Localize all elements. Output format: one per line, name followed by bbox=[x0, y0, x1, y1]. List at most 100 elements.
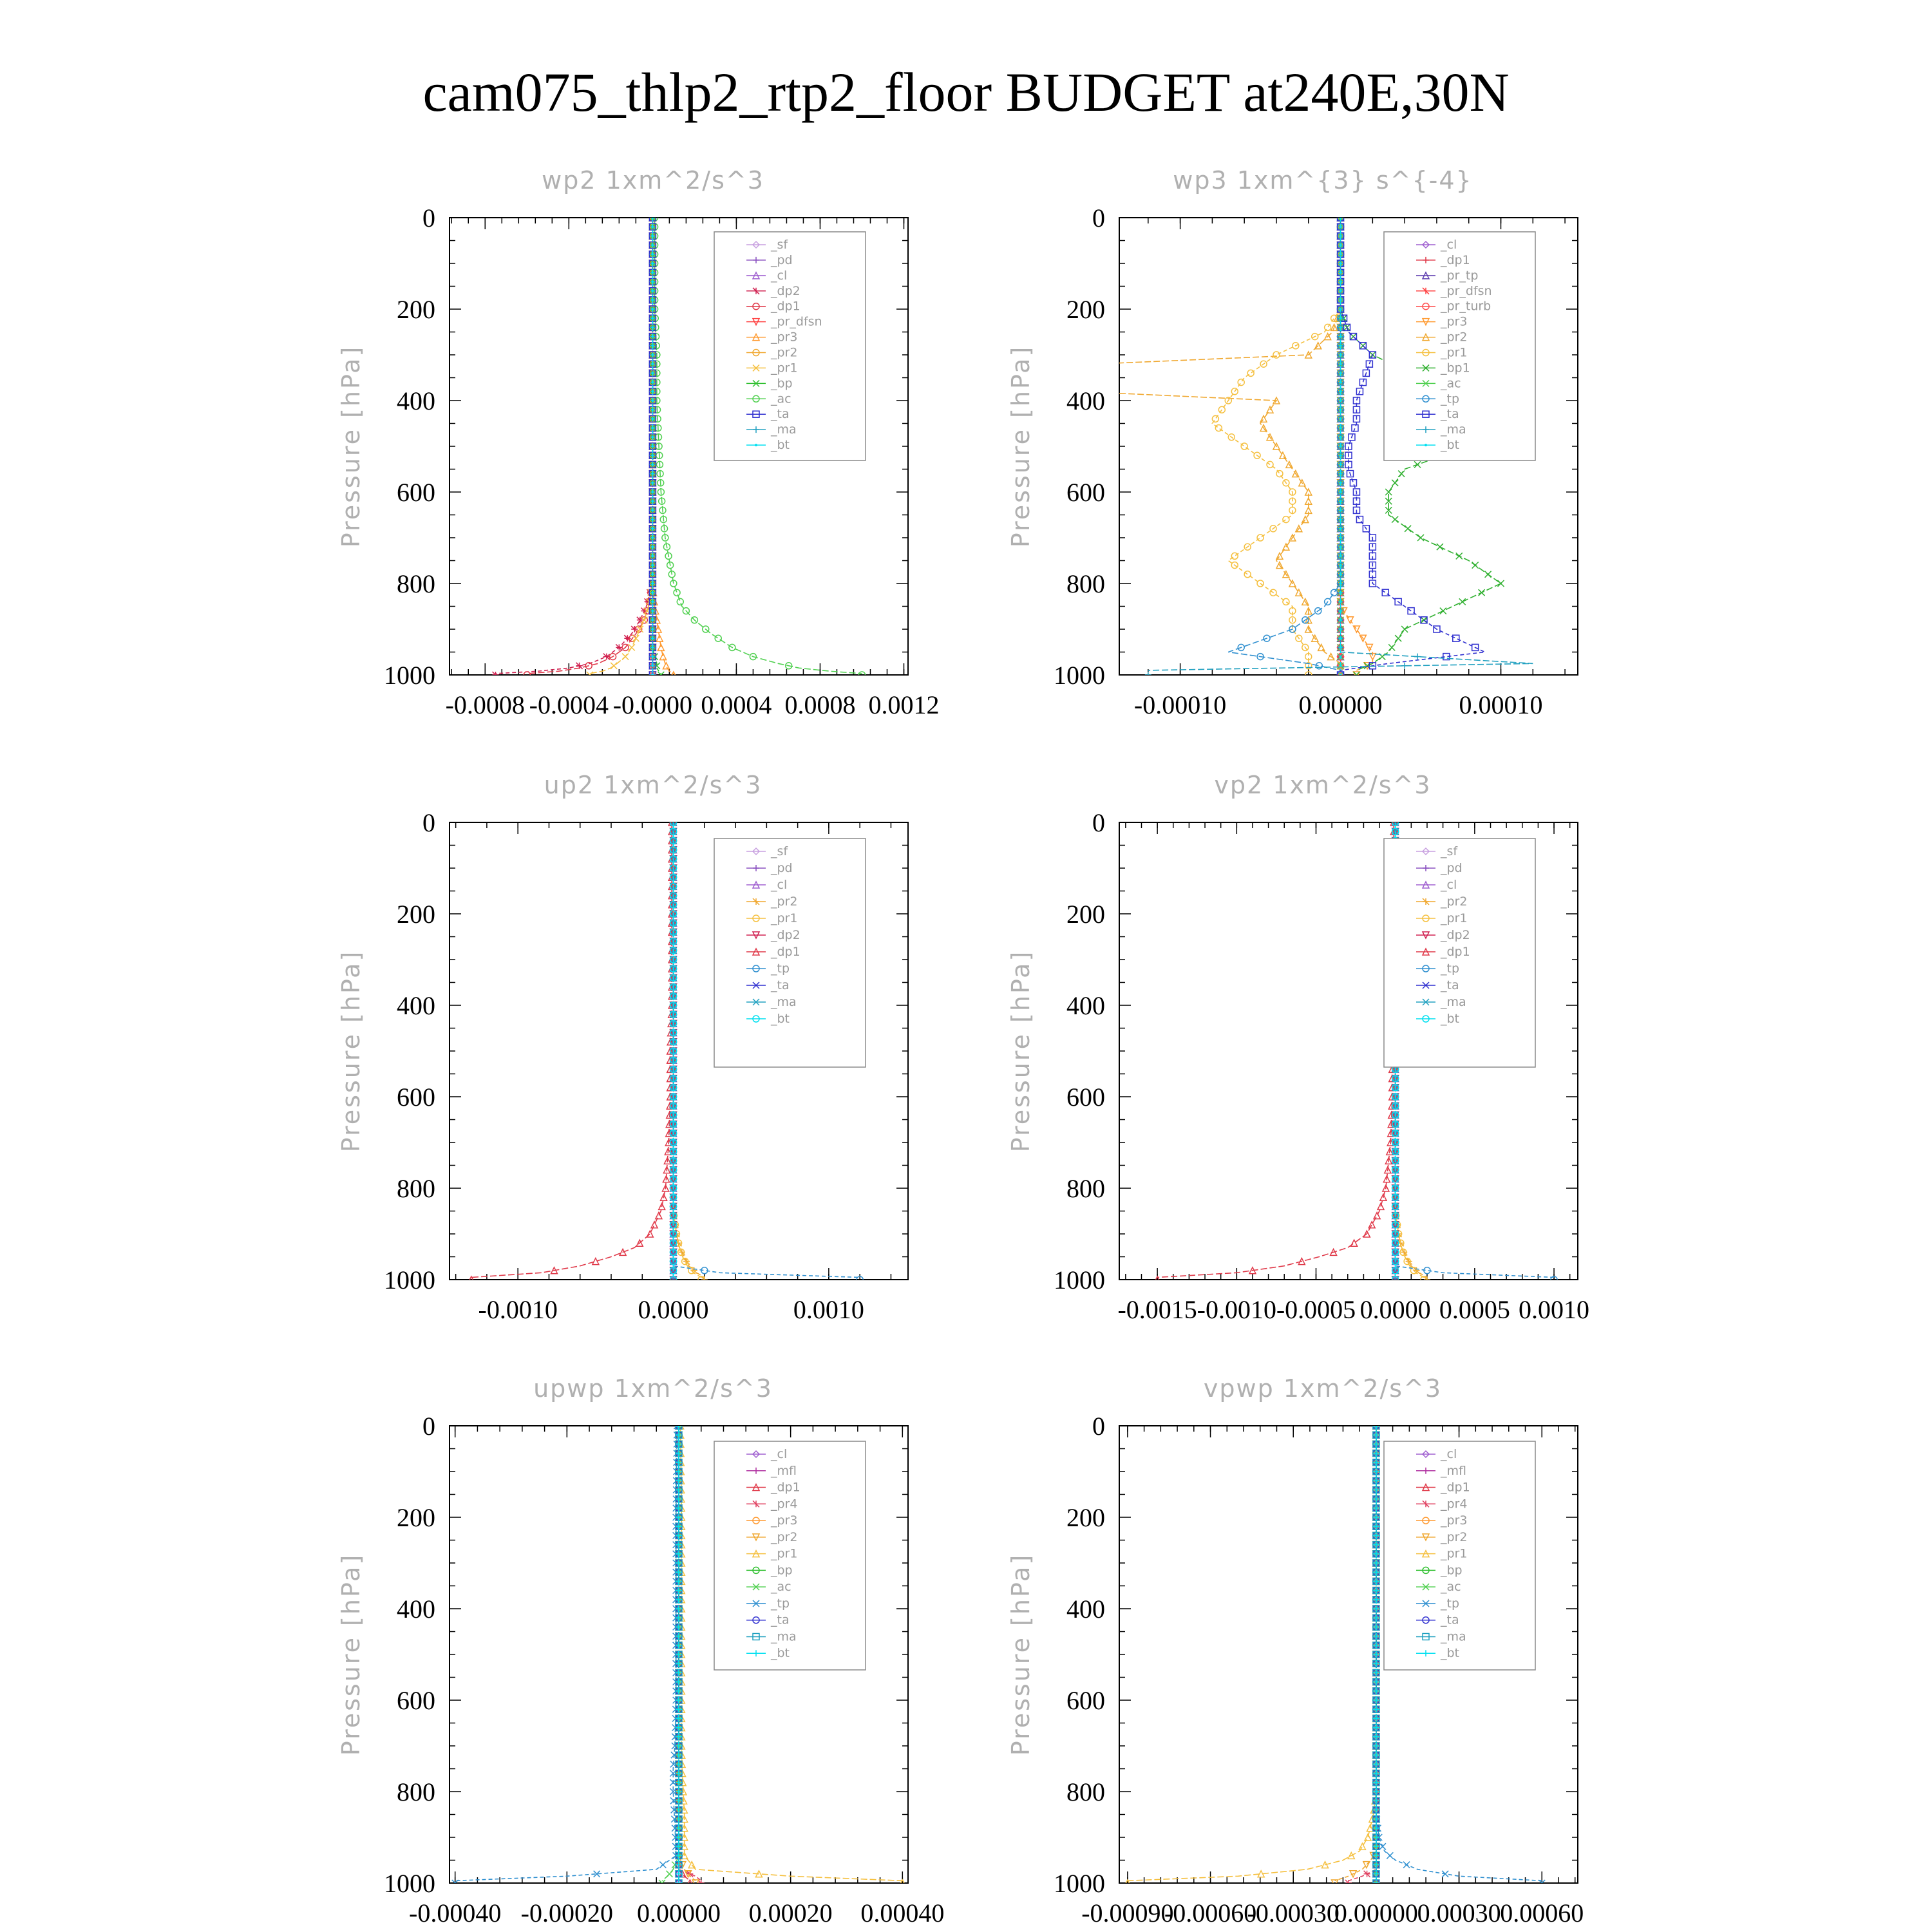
legend-entry: _sf bbox=[1416, 844, 1458, 858]
data-point-bt bbox=[1372, 1624, 1379, 1631]
data-point-pr1 bbox=[1269, 589, 1277, 596]
data-point-bt bbox=[1339, 363, 1342, 366]
data-point-pr1 bbox=[755, 1870, 763, 1878]
data-point-bt bbox=[1339, 618, 1342, 621]
data-point-dp1 bbox=[591, 1256, 600, 1265]
data-point-bt bbox=[676, 1761, 682, 1768]
data-point-ac bbox=[657, 488, 665, 496]
y-tick-label: 800 bbox=[1066, 1174, 1105, 1203]
data-point-bt bbox=[669, 901, 677, 909]
data-point-pr2 bbox=[1301, 597, 1309, 606]
data-point-bt bbox=[676, 1578, 682, 1585]
y-tick-label: 400 bbox=[1066, 1595, 1105, 1624]
legend-marker bbox=[1422, 1517, 1430, 1524]
data-point-dp1 bbox=[550, 1266, 558, 1274]
legend-entry: _ma bbox=[746, 422, 797, 437]
data-point-dp2 bbox=[615, 643, 623, 651]
legend-marker bbox=[1421, 1482, 1430, 1492]
y-axis-label: Pressure [hPa] bbox=[1007, 345, 1035, 548]
series-group bbox=[1119, 218, 1533, 675]
legend-marker bbox=[752, 1633, 760, 1641]
data-point-ta bbox=[1443, 652, 1450, 661]
legend-marker bbox=[1421, 271, 1430, 279]
legend-label: _mfl bbox=[770, 1464, 797, 1478]
data-point-tp bbox=[856, 1276, 864, 1280]
legend-marker bbox=[752, 847, 761, 856]
data-point-bt bbox=[1339, 218, 1342, 219]
legend-entry: _bt bbox=[1416, 438, 1459, 452]
data-point-dp1 bbox=[1379, 1193, 1388, 1201]
data-point-pr1 bbox=[628, 643, 636, 651]
data-point-tp bbox=[1302, 616, 1309, 624]
data-point-pr2 bbox=[1272, 442, 1281, 450]
data-point-bt bbox=[676, 1697, 682, 1703]
series-line-pr1 bbox=[679, 1426, 903, 1882]
data-point-bt bbox=[669, 1202, 677, 1211]
series-line-pr2 bbox=[1334, 1426, 1377, 1882]
data-point-bt bbox=[1372, 1834, 1379, 1841]
data-point-bt bbox=[1339, 554, 1342, 558]
data-point-bt bbox=[676, 1687, 682, 1694]
legend-entry: _pr_dfsn bbox=[1416, 284, 1492, 298]
data-point-bt bbox=[669, 956, 677, 963]
data-point-pr2 bbox=[1327, 652, 1335, 661]
legend-entry: _tp bbox=[1416, 392, 1459, 406]
data-point-bt bbox=[1372, 1687, 1379, 1694]
legend-label: _ta bbox=[770, 978, 790, 992]
legend-marker bbox=[752, 317, 761, 327]
data-point-bt bbox=[669, 1056, 677, 1064]
legend-marker bbox=[752, 1500, 760, 1508]
legend-entry: _pr3 bbox=[746, 330, 797, 345]
legend-marker bbox=[1422, 395, 1430, 403]
legend-marker bbox=[752, 332, 761, 341]
data-point-pr2 bbox=[1349, 1870, 1358, 1879]
data-point-tp bbox=[1550, 1276, 1558, 1280]
data-point-bt bbox=[651, 609, 654, 612]
data-point-dp1 bbox=[665, 1110, 674, 1119]
data-point-bp1 bbox=[1417, 534, 1425, 542]
data-point-bt bbox=[1339, 243, 1342, 247]
data-point-bt bbox=[676, 1642, 682, 1649]
legend-entry: _ta bbox=[746, 978, 790, 992]
data-point-ta bbox=[1407, 607, 1415, 615]
data-point-bt bbox=[1372, 1843, 1379, 1850]
data-point-bt bbox=[676, 1432, 682, 1439]
data-point-bt bbox=[1339, 308, 1342, 310]
legend-box bbox=[1383, 1441, 1536, 1671]
legend-label: _dp1 bbox=[1440, 253, 1470, 267]
legend-label: _bp bbox=[1440, 1563, 1463, 1577]
data-point-bt bbox=[669, 928, 677, 936]
data-point-bt bbox=[1339, 646, 1342, 649]
legend-label: _pr4 bbox=[770, 1497, 797, 1511]
data-point-bt bbox=[669, 1111, 677, 1119]
legend-marker bbox=[1421, 931, 1430, 940]
data-point-ta bbox=[1352, 488, 1361, 496]
legend-entry: _ac bbox=[746, 1580, 791, 1594]
legend-label: _bt bbox=[770, 438, 790, 452]
data-point-ta bbox=[1359, 342, 1367, 350]
data-point-dp1 bbox=[1388, 1101, 1396, 1110]
data-point-pr1 bbox=[1224, 397, 1233, 404]
data-point-bt bbox=[669, 846, 677, 854]
legend-entry: _pr3 bbox=[1416, 1513, 1467, 1528]
data-point-bt bbox=[676, 1660, 682, 1667]
data-point-bt bbox=[1372, 1504, 1379, 1511]
legend-entry: _cl bbox=[1416, 1447, 1457, 1461]
y-tick-label: 400 bbox=[397, 386, 435, 415]
legend-entry: _mfl bbox=[1416, 1464, 1466, 1478]
data-point-bt bbox=[651, 408, 654, 412]
x-tick-label: 0.00010 bbox=[1459, 690, 1543, 719]
x-tick-label: -0.0004 bbox=[529, 690, 609, 719]
x-tick-label: -0.0010 bbox=[478, 1295, 558, 1324]
data-point-bt bbox=[651, 445, 654, 448]
series-line-pr1 bbox=[1127, 1426, 1377, 1882]
data-point-ta bbox=[1381, 589, 1390, 596]
legend-label: _cl bbox=[770, 269, 787, 283]
data-point-dp1 bbox=[1383, 1175, 1391, 1183]
y-axis-label: Pressure [hPa] bbox=[337, 950, 365, 1153]
data-point-pr2 bbox=[1259, 423, 1268, 432]
legend-label: _dp2 bbox=[770, 928, 800, 942]
data-point-ta bbox=[1348, 433, 1356, 441]
data-point-tp bbox=[1423, 1267, 1431, 1274]
data-point-bt bbox=[676, 1870, 682, 1877]
